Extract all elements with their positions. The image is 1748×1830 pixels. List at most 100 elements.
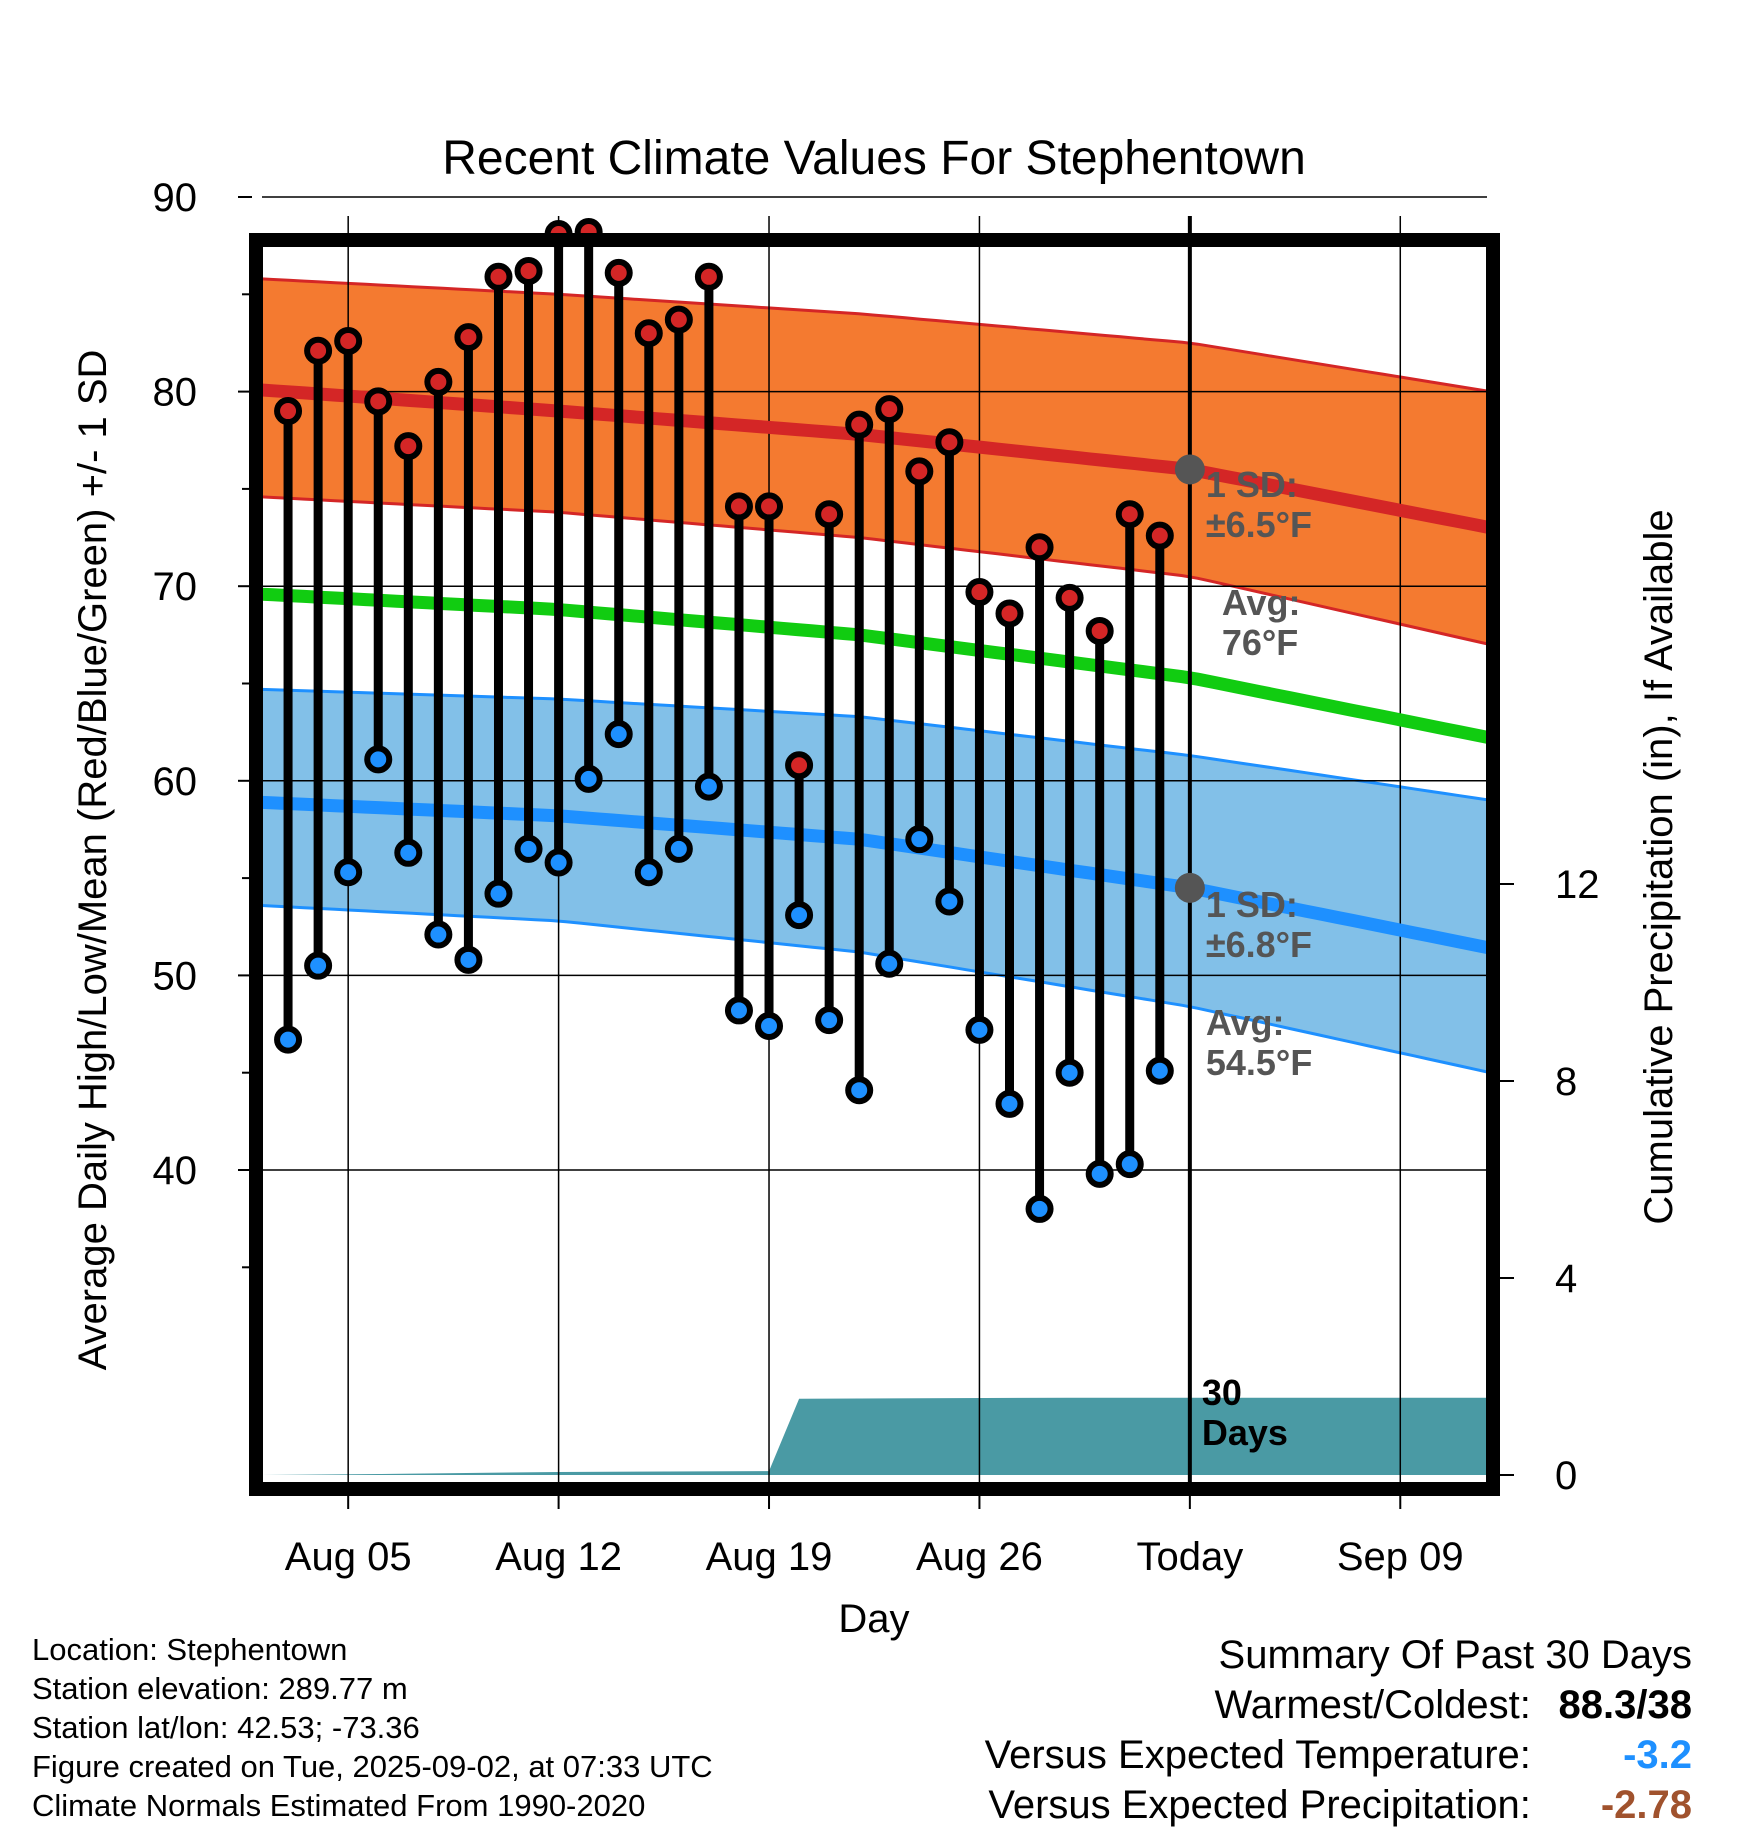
low-point-2025-08-19: [755, 1011, 784, 1040]
low-point-2025-08-28: [1025, 1194, 1054, 1223]
high-point-2025-08-16: [664, 305, 693, 334]
low-normal-line: [262, 795, 1487, 955]
low-point-2025-08-21: [815, 1006, 844, 1035]
x-tick-label-2025-09-02: Today: [1136, 1535, 1243, 1579]
y-axis-label: Average Daily High/Low/Mean (Red/Blue/Gr…: [71, 350, 115, 1371]
high-sd-annotation-line: ±6.5°F: [1206, 504, 1312, 545]
x-tick-label-2025-08-19: Aug 19: [706, 1535, 833, 1579]
summary-panel: Summary Of Past 30 Days Warmest/Coldest:…: [985, 1630, 1692, 1830]
low-point-2025-08-18: [724, 996, 753, 1025]
mean-normal-line: [262, 587, 1487, 744]
y2-tick-label-4: 4: [1555, 1257, 1577, 1301]
low-point-2025-08-25: [935, 887, 964, 916]
high-sd-annotation-line: 1 SD:: [1206, 464, 1298, 505]
x-tick-label-2025-08-12: Aug 12: [495, 1535, 622, 1579]
high-point-2025-08-31: [1115, 500, 1144, 529]
high-point-2025-08-09: [454, 323, 483, 352]
high-point-2025-08-06: [364, 387, 393, 416]
high-sd-annotation: 1 SD: ±6.5°F: [1206, 464, 1312, 545]
low-point-2025-08-16: [664, 834, 693, 863]
high-point-2025-08-18: [724, 492, 753, 521]
warmest-label: Warmest/Coldest:: [1214, 1683, 1531, 1727]
low-point-2025-08-10: [484, 879, 513, 908]
low-point-2025-08-22: [845, 1076, 874, 1105]
precip-area: [262, 1397, 1487, 1475]
info-location: Location: Stephentown: [32, 1632, 348, 1667]
info-normals: Climate Normals Estimated From 1990-2020: [32, 1788, 646, 1823]
low-point-2025-09-01: [1145, 1056, 1174, 1085]
y2-tick-label-12: 12: [1555, 863, 1600, 907]
y-tick-label-90: 90: [153, 176, 198, 220]
high-point-2025-09-01: [1145, 521, 1174, 550]
y-tick-label-60: 60: [153, 760, 198, 804]
high-point-2025-08-05: [334, 327, 363, 356]
high-point-2025-08-07: [394, 432, 423, 461]
high-point-2025-08-26: [965, 578, 994, 607]
y2-tick-label-0: 0: [1555, 1454, 1577, 1498]
y2-axis-label: Cumulative Precipitation (in), If Availa…: [1637, 509, 1681, 1224]
x-tick-label-2025-08-26: Aug 26: [916, 1535, 1043, 1579]
low-avg-annotation-line: 54.5°F: [1206, 1042, 1312, 1083]
y-tick-label-80: 80: [153, 371, 198, 415]
low-point-2025-08-11: [514, 834, 543, 863]
high-avg-marker: [1174, 454, 1205, 485]
low-point-2025-08-09: [454, 945, 483, 974]
temp-label: Versus Expected Temperature:: [984, 1733, 1531, 1777]
high-point-2025-08-27: [995, 599, 1024, 628]
high-avg-annotation-line: 76°F: [1222, 622, 1298, 663]
low-point-2025-08-31: [1115, 1150, 1144, 1179]
high-point-2025-08-29: [1055, 583, 1084, 612]
low-point-2025-08-12: [544, 848, 573, 877]
low-point-2025-08-30: [1085, 1159, 1114, 1188]
summary-heading: Summary Of Past 30 Days: [1218, 1633, 1692, 1677]
low-point-2025-08-08: [424, 920, 453, 949]
high-point-2025-08-30: [1085, 616, 1114, 645]
low-avg-annotation-line: Avg:: [1206, 1002, 1285, 1043]
y-tick-label-70: 70: [153, 565, 198, 609]
plot-frame: [249, 233, 1500, 1496]
low-point-2025-08-04: [304, 951, 333, 980]
low-point-2025-08-20: [785, 901, 814, 930]
days-window-annotation: 30 Days: [1202, 1372, 1288, 1453]
low-point-2025-08-26: [965, 1015, 994, 1044]
low-point-2025-08-24: [905, 825, 934, 854]
low-sd-annotation: 1 SD: ±6.8°F: [1206, 884, 1312, 965]
low-point-2025-08-14: [604, 720, 633, 749]
days-window-annotation-line: Days: [1202, 1412, 1288, 1453]
low-avg-marker: [1174, 872, 1205, 903]
x-tick-label-2025-09-09: Sep 09: [1337, 1535, 1464, 1579]
summary-temp: Versus Expected Temperature: -3.2: [985, 1730, 1692, 1780]
low-sd-annotation-line: ±6.8°F: [1206, 924, 1312, 965]
precip-label: Versus Expected Precipitation:: [988, 1783, 1531, 1827]
high-point-2025-08-11: [514, 256, 543, 285]
info-created: Figure created on Tue, 2025-09-02, at 07…: [32, 1749, 713, 1784]
high-point-2025-08-22: [845, 410, 874, 439]
high-sd-band-upper-edge: [262, 277, 1487, 393]
low-point-2025-08-27: [995, 1089, 1024, 1118]
high-point-2025-08-03: [274, 397, 303, 426]
temp-value: -3.2: [1623, 1733, 1692, 1777]
high-point-2025-08-24: [905, 457, 934, 486]
days-window-annotation-line: 30: [1202, 1372, 1242, 1413]
low-sd-annotation-line: 1 SD:: [1206, 884, 1298, 925]
high-point-2025-08-23: [875, 395, 904, 424]
low-point-2025-08-13: [574, 764, 603, 793]
high-point-2025-08-04: [304, 336, 333, 365]
info-elevation: Station elevation: 289.77 m: [32, 1671, 408, 1706]
high-point-2025-08-25: [935, 428, 964, 457]
precip-value: -2.78: [1600, 1783, 1692, 1827]
low-point-2025-08-06: [364, 745, 393, 774]
high-point-2025-08-10: [484, 262, 513, 291]
warmest-value: 88.3/38: [1558, 1683, 1692, 1727]
low-sd-band: [262, 689, 1487, 1072]
low-sd-band-upper-edge: [262, 687, 1487, 802]
high-point-2025-08-21: [815, 500, 844, 529]
high-point-2025-08-28: [1025, 533, 1054, 562]
low-point-2025-08-05: [334, 858, 363, 887]
x-axis-label: Day: [838, 1597, 909, 1641]
y-tick-label-40: 40: [153, 1149, 198, 1193]
y2-tick-label-8: 8: [1555, 1060, 1577, 1104]
high-sd-band: [262, 278, 1487, 644]
